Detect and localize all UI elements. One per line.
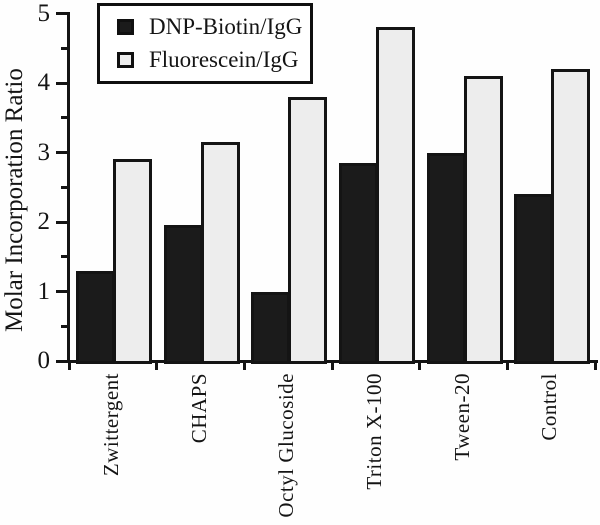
fluorescein-igg-bar-octyl-glucoside bbox=[288, 97, 328, 364]
y-minor-tick bbox=[61, 324, 70, 328]
y-tick-label: 5 bbox=[37, 0, 51, 27]
x-category-label-octyl-glucoside: Octyl Glucoside bbox=[274, 373, 299, 518]
fluorescein-igg-bar-chaps bbox=[200, 142, 240, 364]
x-category-label-zwittergent: Zwittergent bbox=[98, 373, 123, 477]
x-tick bbox=[67, 360, 71, 370]
y-major-tick bbox=[56, 81, 70, 85]
y-minor-tick bbox=[61, 116, 70, 120]
fluorescein-igg-bar-zwittergent bbox=[113, 159, 152, 364]
legend-swatch-dark bbox=[117, 19, 134, 36]
dnp-biotin-igg-bar-tween-20 bbox=[426, 153, 466, 364]
y-major-tick bbox=[56, 151, 70, 154]
fluorescein-igg-bar-triton-x-100 bbox=[376, 27, 415, 364]
dnp-biotin-igg-bar-triton-x-100 bbox=[339, 163, 378, 364]
x-category-label-triton-x-100: Triton X-100 bbox=[361, 373, 386, 490]
legend-item-dnp-biotin-igg: DNP-Biotin/IgG bbox=[117, 14, 310, 40]
fluorescein-igg-bar-control bbox=[551, 69, 591, 364]
y-minor-tick bbox=[61, 46, 70, 50]
legend-swatch-light bbox=[117, 51, 134, 68]
x-tick bbox=[242, 360, 246, 370]
legend: DNP-Biotin/IgG Fluorescein/IgG bbox=[97, 3, 313, 84]
y-tick-label: 0 bbox=[37, 347, 51, 374]
fluorescein-igg-bar-tween-20 bbox=[463, 76, 503, 364]
legend-label-dnp-biotin-igg: DNP-Biotin/IgG bbox=[149, 14, 303, 40]
dnp-biotin-igg-bar-control bbox=[514, 194, 554, 364]
y-major-tick bbox=[56, 220, 70, 224]
y-tick-label: 4 bbox=[37, 69, 51, 96]
dnp-biotin-igg-bar-chaps bbox=[163, 225, 203, 364]
x-category-label-tween-20: Tween-20 bbox=[449, 373, 474, 461]
dnp-biotin-igg-bar-octyl-glucoside bbox=[251, 292, 291, 364]
x-category-label-control: Control bbox=[537, 373, 562, 441]
y-minor-tick bbox=[61, 255, 70, 259]
dnp-biotin-igg-bar-zwittergent bbox=[76, 271, 115, 364]
x-category-label-chaps: CHAPS bbox=[186, 373, 211, 444]
y-minor-tick bbox=[61, 185, 70, 189]
x-tick bbox=[330, 360, 334, 370]
y-major-tick bbox=[56, 290, 70, 293]
y-tick-label: 1 bbox=[37, 277, 51, 305]
y-major-tick bbox=[56, 359, 70, 363]
y-major-tick bbox=[56, 12, 70, 15]
y-tick-label: 2 bbox=[37, 208, 51, 235]
legend-item-fluorescein-igg: Fluorescein/IgG bbox=[117, 47, 310, 73]
x-tick bbox=[505, 360, 509, 370]
x-tick bbox=[418, 360, 422, 370]
y-tick-label: 3 bbox=[37, 138, 51, 166]
x-tick bbox=[593, 360, 597, 370]
legend-label-fluorescein-igg: Fluorescein/IgG bbox=[149, 46, 299, 72]
x-tick bbox=[155, 360, 159, 370]
